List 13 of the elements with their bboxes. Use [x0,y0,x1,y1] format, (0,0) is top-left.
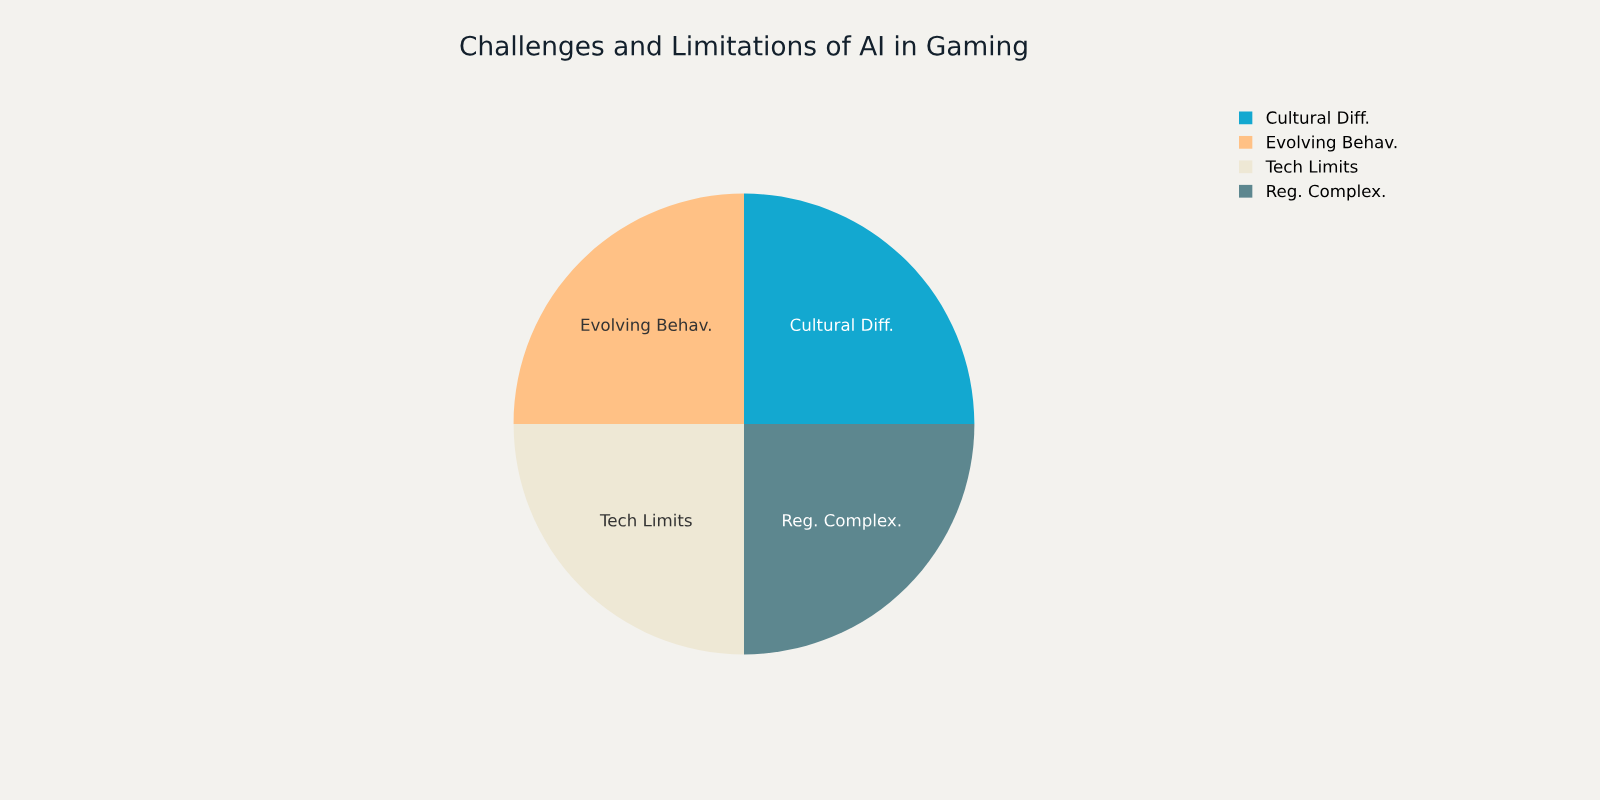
legend-label: Cultural Diff. [1266,111,1369,124]
slice-label: Reg. Complex. [783,513,901,530]
slice-label: Cultural Diff. [790,318,893,332]
slice-label: Evolving Behav. [581,318,711,335]
pie-slice [744,424,975,655]
legend-label: Evolving Behav. [1267,135,1397,152]
pie-slice [513,424,744,655]
legend-label: Tech Limits [1265,159,1358,173]
legend-label: Reg. Complex. [1267,184,1385,201]
pie-slice [513,193,744,424]
chart-title: Challenges and Limitations of AI in Gaming [460,35,1027,61]
pie-slice [744,193,975,424]
slice-label: Tech Limits [599,513,692,527]
